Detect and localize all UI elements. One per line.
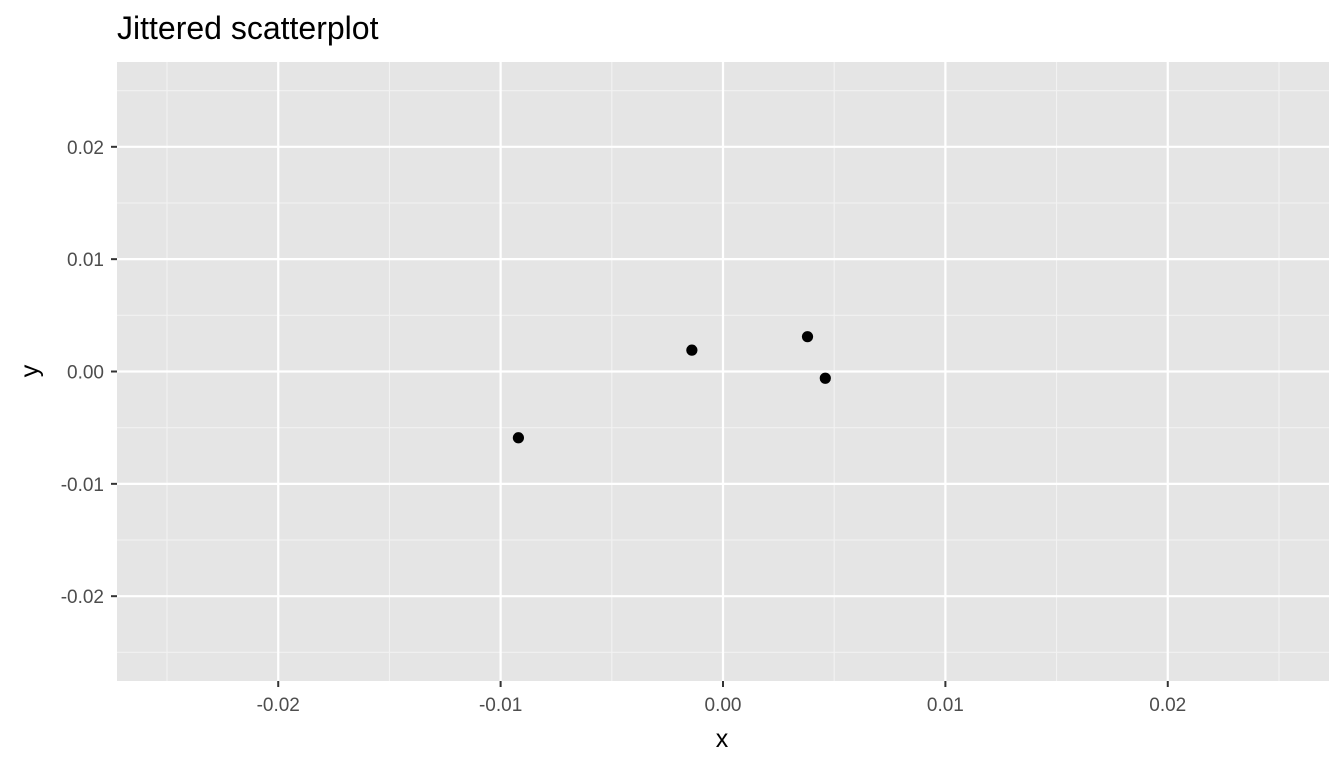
x-tick-label: -0.01 bbox=[479, 695, 522, 716]
scatter-point bbox=[819, 372, 831, 384]
y-axis: -0.02 -0.01 0.00 0.01 0.02 bbox=[61, 138, 117, 608]
scatter-point bbox=[512, 432, 525, 444]
x-tick-label: 0.01 bbox=[927, 695, 964, 716]
x-tick-label: -0.02 bbox=[257, 695, 300, 716]
y-tick-label: -0.02 bbox=[61, 587, 104, 608]
y-axis-title: y bbox=[16, 364, 44, 377]
x-axis: -0.02 -0.01 0.00 0.01 0.02 bbox=[257, 681, 1186, 716]
x-tick-label: 0.00 bbox=[705, 695, 742, 716]
y-tick-label: 0.00 bbox=[67, 363, 104, 384]
scatter-point bbox=[801, 331, 814, 343]
data-points bbox=[512, 331, 831, 444]
x-tick-label: 0.02 bbox=[1149, 695, 1186, 716]
y-tick-label: 0.02 bbox=[67, 138, 104, 159]
chart-title: Jittered scatterplot bbox=[117, 10, 379, 46]
y-tick-label: -0.01 bbox=[61, 475, 104, 496]
major-gridlines bbox=[117, 62, 1329, 681]
y-tick-label: 0.01 bbox=[67, 250, 104, 271]
scatter-point bbox=[686, 344, 698, 356]
x-axis-title: x bbox=[716, 725, 729, 753]
